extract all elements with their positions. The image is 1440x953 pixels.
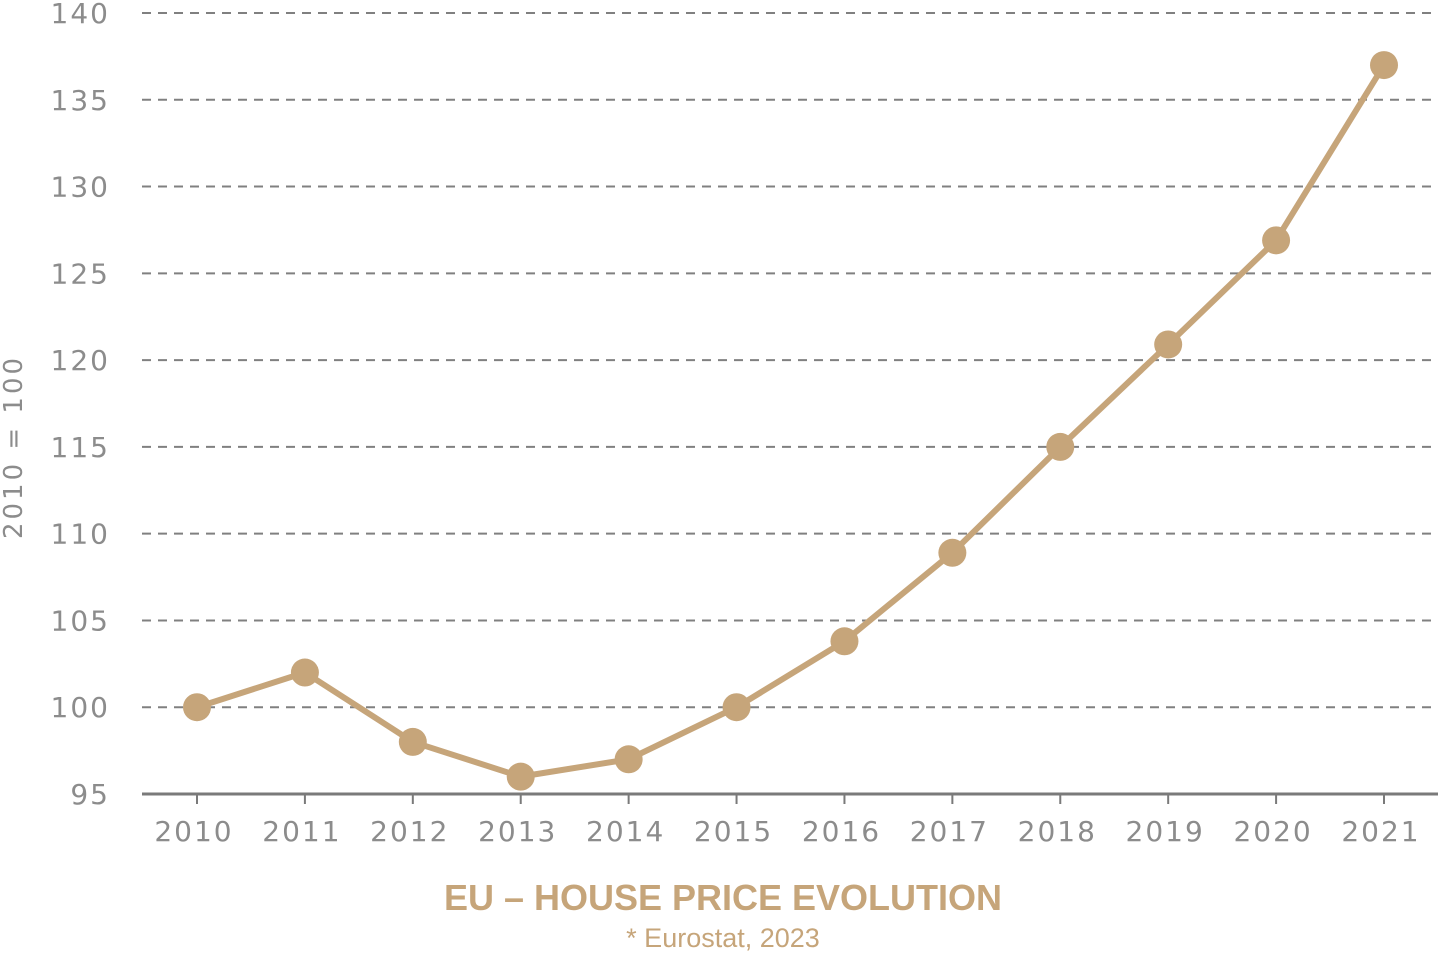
y-tick-labels: 95 100 105 110 115 120 125 130 135 140 bbox=[51, 0, 110, 811]
x-tick-label: 2010 bbox=[154, 815, 233, 848]
y-tick-label: 120 bbox=[51, 344, 110, 377]
data-point-2016 bbox=[830, 627, 859, 656]
y-tick-label: 135 bbox=[51, 84, 110, 117]
x-tick-label: 2016 bbox=[802, 815, 881, 848]
y-tick-label: 125 bbox=[51, 257, 110, 290]
y-tick-label: 130 bbox=[51, 171, 110, 204]
x-tick-label: 2020 bbox=[1233, 815, 1312, 848]
y-tick-label: 95 bbox=[70, 778, 110, 811]
x-tick-label: 2013 bbox=[478, 815, 557, 848]
axes bbox=[142, 792, 1438, 804]
chart-source-note: * Eurostat, 2023 bbox=[626, 923, 820, 953]
x-tick-label: 2019 bbox=[1126, 815, 1205, 848]
data-point-2013 bbox=[506, 762, 535, 791]
data-point-2012 bbox=[398, 727, 427, 756]
y-tick-label: 110 bbox=[51, 518, 110, 551]
x-tick-label: 2012 bbox=[370, 815, 449, 848]
data-point-2014 bbox=[614, 745, 643, 774]
x-tick-label: 2011 bbox=[262, 815, 341, 848]
data-point-2010 bbox=[183, 693, 211, 722]
x-tick-label: 2021 bbox=[1341, 815, 1420, 848]
y-tick-label: 100 bbox=[51, 691, 110, 724]
chart-title: EU – HOUSE PRICE EVOLUTION bbox=[444, 877, 1002, 918]
data-point-2021 bbox=[1370, 51, 1398, 80]
data-point-2018 bbox=[1046, 432, 1075, 461]
x-tick-label: 2017 bbox=[910, 815, 989, 848]
data-point-2011 bbox=[290, 658, 319, 687]
y-tick-label: 140 bbox=[51, 0, 110, 30]
x-tick-label: 2014 bbox=[586, 815, 665, 848]
x-tick-labels: 2010 2011 2012 2013 2014 2015 2016 2017 2018 2019… bbox=[154, 815, 1420, 848]
y-tick-label: 115 bbox=[51, 431, 110, 464]
gridlines bbox=[142, 12, 1438, 709]
series-line bbox=[194, 62, 1387, 780]
x-tick-label: 2015 bbox=[694, 815, 773, 848]
series-house-price bbox=[183, 51, 1398, 791]
y-axis-label: 2010 = 100 bbox=[0, 355, 29, 539]
y-tick-label: 105 bbox=[51, 604, 110, 637]
data-point-2019 bbox=[1154, 330, 1183, 359]
data-point-2015 bbox=[722, 693, 751, 722]
data-point-2017 bbox=[938, 538, 967, 567]
x-tick-label: 2018 bbox=[1018, 815, 1097, 848]
data-point-2020 bbox=[1262, 226, 1291, 255]
